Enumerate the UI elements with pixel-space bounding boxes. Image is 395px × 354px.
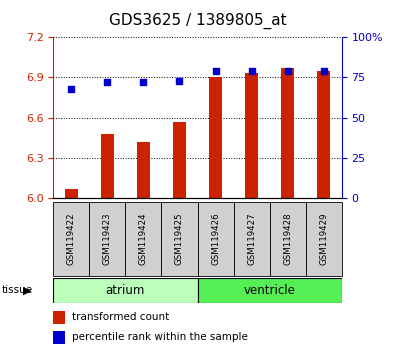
Text: ▶: ▶: [23, 285, 31, 295]
Point: [284, 68, 291, 74]
Text: GSM119426: GSM119426: [211, 213, 220, 265]
Text: GDS3625 / 1389805_at: GDS3625 / 1389805_at: [109, 12, 286, 29]
Bar: [137, 142, 150, 198]
Text: GSM119425: GSM119425: [175, 213, 184, 265]
Bar: [53, 278, 198, 303]
Text: GSM119423: GSM119423: [103, 213, 112, 265]
Bar: [281, 68, 294, 198]
Bar: [233, 202, 269, 276]
Text: GSM119422: GSM119422: [67, 213, 76, 265]
Point: [140, 79, 147, 85]
Point: [104, 79, 111, 85]
Bar: [162, 202, 198, 276]
Bar: [245, 73, 258, 198]
Text: GSM119428: GSM119428: [283, 213, 292, 265]
Bar: [198, 278, 342, 303]
Point: [248, 68, 255, 74]
Text: percentile rank within the sample: percentile rank within the sample: [72, 332, 248, 342]
Text: ventricle: ventricle: [244, 284, 295, 297]
Bar: [89, 202, 126, 276]
Text: GSM119429: GSM119429: [319, 213, 328, 265]
Bar: [173, 122, 186, 198]
Point: [320, 68, 327, 74]
Point: [213, 68, 219, 74]
Text: atrium: atrium: [106, 284, 145, 297]
Bar: [317, 71, 330, 198]
Text: GSM119427: GSM119427: [247, 213, 256, 265]
Point: [68, 86, 75, 92]
Bar: [53, 331, 65, 343]
Bar: [270, 202, 306, 276]
Bar: [65, 189, 78, 198]
Bar: [126, 202, 162, 276]
Text: tissue: tissue: [2, 285, 33, 295]
Point: [176, 78, 182, 84]
Bar: [306, 202, 342, 276]
Bar: [198, 202, 233, 276]
Bar: [53, 311, 65, 324]
Bar: [53, 202, 89, 276]
Text: GSM119424: GSM119424: [139, 213, 148, 265]
Bar: [101, 134, 114, 198]
Text: transformed count: transformed count: [72, 312, 169, 322]
Bar: [209, 78, 222, 198]
